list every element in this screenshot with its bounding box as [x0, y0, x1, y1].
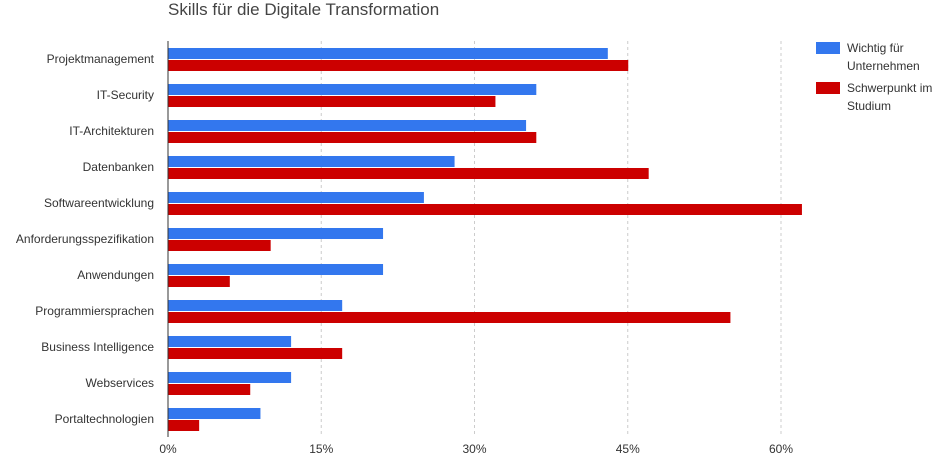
bar-unternehmen: [168, 336, 292, 347]
bar-unternehmen: [168, 228, 384, 239]
bar-studium: [168, 240, 271, 251]
x-tick-label: 0%: [159, 442, 177, 455]
bar-unternehmen: [168, 156, 455, 167]
bar-unternehmen: [168, 120, 527, 131]
legend: Wichtig für Unternehmen Schwerpunkt im Stud…: [816, 41, 932, 113]
bar-studium: [168, 312, 731, 323]
x-tick-label: 45%: [616, 442, 640, 455]
bar-studium: [168, 168, 649, 179]
category-label: Datenbanken: [83, 160, 154, 174]
bar-unternehmen: [168, 300, 343, 311]
category-label: IT-Security: [97, 88, 154, 102]
chart-title: Skills für die Digitale Transformation: [168, 0, 439, 19]
bar-studium: [168, 420, 200, 431]
category-label: Portaltechnologien: [55, 412, 154, 426]
bar-studium: [168, 276, 230, 287]
category-label: Softwareentwicklung: [44, 196, 154, 210]
category-label: Business Intelligence: [41, 340, 154, 354]
bar-studium: [168, 384, 251, 395]
bar-studium: [168, 60, 629, 71]
x-axis-tick-labels: 0% 15% 30% 45% 60%: [159, 442, 793, 455]
category-label: Programmiersprachen: [35, 304, 154, 318]
category-label: Anwendungen: [77, 268, 154, 282]
bar-studium: [168, 204, 802, 215]
category-label: Webservices: [86, 376, 154, 390]
bars: [168, 48, 802, 431]
bar-unternehmen: [168, 372, 292, 383]
bar-studium: [168, 96, 496, 107]
x-tick-label: 30%: [462, 442, 486, 455]
bar-unternehmen: [168, 264, 384, 275]
legend-entry: Wichtig für Unternehmen: [847, 41, 920, 73]
legend-entry: Schwerpunkt im Studium: [847, 81, 932, 113]
legend-swatch: [816, 82, 840, 94]
bar-studium: [168, 132, 537, 143]
bar-unternehmen: [168, 408, 261, 419]
bar-unternehmen: [168, 192, 424, 203]
x-tick-label: 15%: [309, 442, 333, 455]
legend-swatch: [816, 42, 840, 54]
category-label: IT-Architekturen: [69, 124, 154, 138]
bar-unternehmen: [168, 84, 537, 95]
bar-unternehmen: [168, 48, 608, 59]
category-labels: Projektmanagement IT-Security IT-Architekt…: [16, 52, 155, 426]
category-label: Anforderungsspezifikation: [16, 232, 154, 246]
bar-studium: [168, 348, 343, 359]
x-tick-label: 60%: [769, 442, 793, 455]
category-label: Projektmanagement: [47, 52, 155, 66]
